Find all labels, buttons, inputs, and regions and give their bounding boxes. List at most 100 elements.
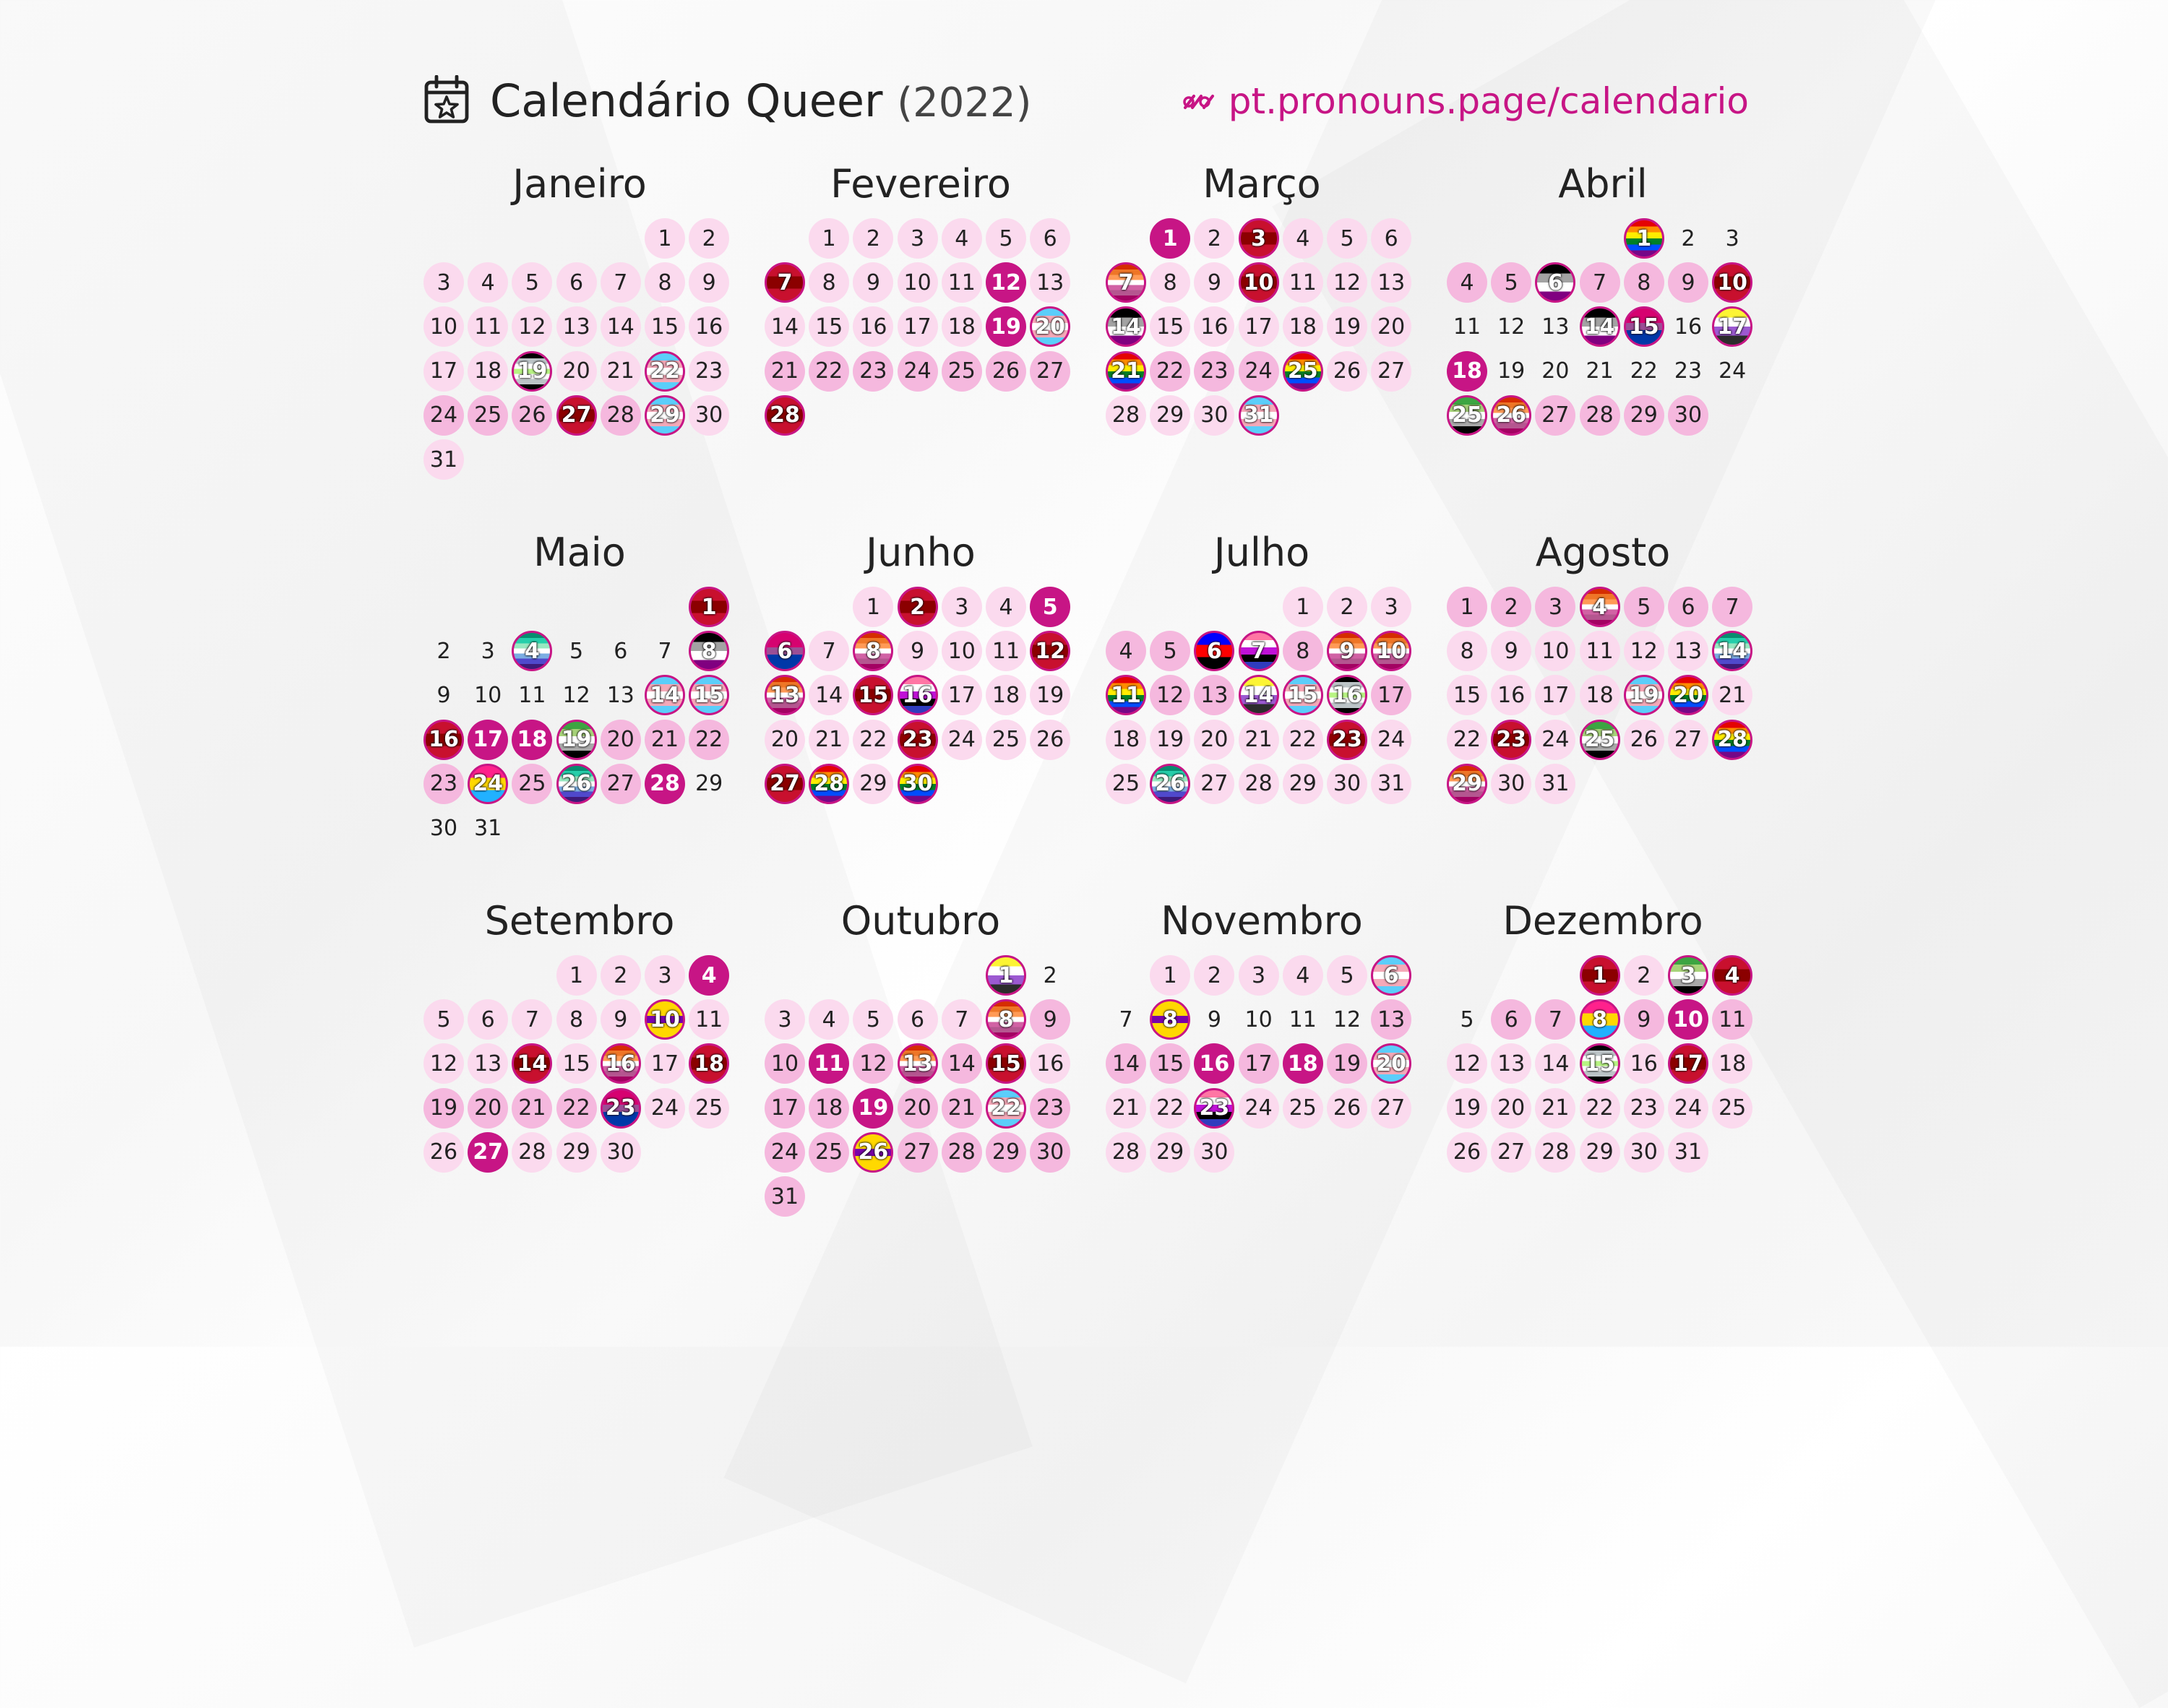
day-cell[interactable]: 16	[689, 306, 730, 348]
day-cell[interactable]: 2	[1623, 955, 1664, 996]
day-cell[interactable]: 22	[1282, 719, 1323, 760]
day-cell-flag[interactable]: 1	[1579, 955, 1620, 996]
day-cell-flag[interactable]: 19	[556, 719, 597, 760]
day-cell[interactable]: 7	[512, 999, 553, 1040]
day-cell[interactable]: 2	[1327, 587, 1367, 627]
day-cell-flag[interactable]: 26	[1491, 394, 1532, 436]
day-cell[interactable]: 3	[423, 262, 464, 303]
day-cell-flag[interactable]: 8	[986, 999, 1026, 1040]
day-cell[interactable]: 22	[1447, 719, 1487, 760]
day-cell[interactable]: 13	[1371, 999, 1412, 1040]
day-cell-flag[interactable]: 1	[1623, 218, 1664, 259]
day-cell[interactable]: 25	[986, 719, 1026, 760]
day-cell[interactable]: 29	[853, 763, 894, 804]
day-cell[interactable]: 1	[1282, 587, 1323, 627]
day-cell[interactable]: 4	[941, 218, 982, 259]
day-cell[interactable]: 1	[1447, 587, 1487, 627]
day-cell-flag[interactable]: 7	[1106, 262, 1146, 303]
day-cell-flag[interactable]: 15	[853, 675, 894, 716]
day-cell[interactable]: 12	[512, 306, 553, 348]
day-cell[interactable]: 30	[600, 1131, 641, 1173]
day-cell-flag[interactable]: 4	[1579, 587, 1620, 627]
day-cell[interactable]: 11	[1579, 631, 1620, 672]
day-cell[interactable]: 2	[1194, 955, 1235, 996]
day-cell-flag[interactable]: 7	[765, 262, 805, 303]
day-cell[interactable]: 8	[1447, 631, 1487, 672]
day-cell[interactable]: 12	[1447, 1043, 1487, 1084]
day-cell-flag[interactable]: 20	[1371, 1043, 1412, 1084]
day-cell[interactable]: 15	[1150, 306, 1191, 348]
day-cell[interactable]: 8	[556, 999, 597, 1040]
day-cell[interactable]: 24	[765, 1131, 805, 1173]
day-cell[interactable]: 11	[1282, 262, 1323, 303]
day-cell[interactable]: 14	[600, 306, 641, 348]
day-cell[interactable]: 4	[1106, 631, 1146, 672]
day-cell[interactable]: 4	[1447, 262, 1487, 303]
day-cell-flag[interactable]: 8	[1579, 999, 1620, 1040]
day-cell-flag[interactable]: 20	[1668, 675, 1708, 716]
day-cell[interactable]: 3	[897, 218, 938, 259]
day-cell[interactable]: 25	[512, 763, 553, 804]
day-cell[interactable]: 28	[1579, 394, 1620, 436]
day-cell[interactable]: 28	[1535, 1131, 1576, 1173]
day-cell[interactable]: 7	[941, 999, 982, 1040]
day-cell[interactable]: 7	[809, 631, 850, 672]
day-cell[interactable]: 15	[645, 306, 685, 348]
day-cell[interactable]: 25	[941, 350, 982, 392]
day-cell[interactable]: 3	[1535, 587, 1576, 627]
day-cell[interactable]: 23	[853, 350, 894, 392]
day-cell[interactable]: 22	[1579, 1087, 1620, 1129]
day-cell[interactable]: 28	[941, 1131, 982, 1173]
day-cell[interactable]: 22	[853, 719, 894, 760]
day-cell[interactable]: 8	[1623, 262, 1664, 303]
day-cell[interactable]: 11	[468, 306, 509, 348]
day-cell[interactable]: 18	[1579, 675, 1620, 716]
day-cell-flag[interactable]: 25	[1579, 719, 1620, 760]
day-cell[interactable]: 18	[941, 306, 982, 348]
day-cell[interactable]: 30	[1668, 394, 1708, 436]
day-cell[interactable]: 12	[423, 1043, 464, 1084]
day-cell[interactable]: 24	[1371, 719, 1412, 760]
day-cell-flag[interactable]: 26	[1150, 763, 1191, 804]
day-cell[interactable]: 6	[1668, 587, 1708, 627]
day-cell[interactable]: 20	[765, 719, 805, 760]
day-cell-flag[interactable]: 19	[1623, 675, 1664, 716]
day-cell[interactable]: 30	[1030, 1131, 1071, 1173]
day-cell[interactable]: 11	[986, 631, 1026, 672]
day-cell[interactable]: 19	[1447, 1087, 1487, 1129]
day-cell[interactable]: 21	[1535, 1087, 1576, 1129]
day-cell[interactable]: 22	[689, 719, 730, 760]
day-cell[interactable]: 14	[1535, 1043, 1576, 1084]
day-cell[interactable]: 16	[853, 306, 894, 348]
day-cell[interactable]: 8	[1150, 262, 1191, 303]
day-cell[interactable]: 8	[645, 262, 685, 303]
day-cell[interactable]: 21	[1238, 719, 1279, 760]
day-cell[interactable]: 26	[1447, 1131, 1487, 1173]
day-cell[interactable]: 30	[1491, 763, 1532, 804]
day-cell[interactable]: 5	[853, 999, 894, 1040]
day-cell[interactable]: 17	[765, 1087, 805, 1129]
day-cell[interactable]: 7	[600, 262, 641, 303]
day-cell[interactable]: 23	[1623, 1087, 1664, 1129]
day-cell[interactable]: 10	[897, 262, 938, 303]
day-cell-flag[interactable]: 6	[765, 631, 805, 672]
day-cell[interactable]: 20	[556, 350, 597, 392]
day-cell[interactable]: 26	[1030, 719, 1071, 760]
day-cell[interactable]: 17	[897, 306, 938, 348]
day-cell[interactable]: 31	[1371, 763, 1412, 804]
day-cell-flag[interactable]: 2	[897, 587, 938, 627]
day-cell[interactable]: 18	[1106, 719, 1146, 760]
day-cell[interactable]: 16	[1194, 306, 1235, 348]
day-cell[interactable]: 19	[986, 306, 1026, 348]
day-cell[interactable]: 28	[1106, 394, 1146, 436]
day-cell-flag[interactable]: 15	[1579, 1043, 1620, 1084]
day-cell[interactable]: 20	[1491, 1087, 1532, 1129]
day-cell[interactable]: 18	[1282, 306, 1323, 348]
day-cell[interactable]: 2	[689, 218, 730, 259]
day-cell[interactable]: 5	[1623, 587, 1664, 627]
day-cell-flag[interactable]: 17	[1712, 306, 1753, 348]
day-cell[interactable]: 21	[941, 1087, 982, 1129]
day-cell-flag[interactable]: 22	[645, 350, 685, 392]
day-cell[interactable]: 24	[941, 719, 982, 760]
day-cell[interactable]: 27	[1668, 719, 1708, 760]
